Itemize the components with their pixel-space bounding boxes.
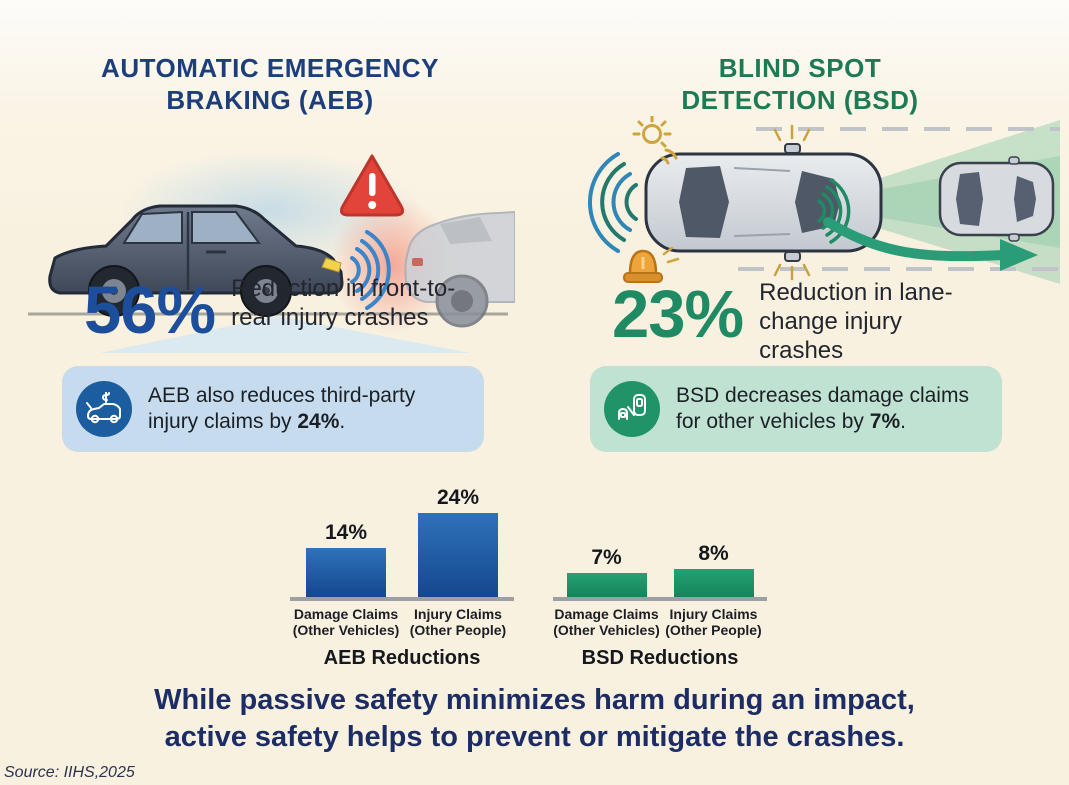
- bar-value-label: 7%: [591, 545, 622, 569]
- bar-value-label: 14%: [324, 521, 368, 544]
- bsd-chart-labels: Damage Claims (Other Vehicles) Injury Clai…: [553, 606, 767, 638]
- bsd-title-line1: BLIND SPOT: [718, 53, 882, 83]
- aeb-illustration: [28, 150, 515, 353]
- bar-column-0: 7%: [566, 545, 647, 597]
- aeb-bar-chart: 14% 24% Damage Claims (Other Vehicles) Inju…: [290, 485, 514, 670]
- bsd-stat: 23% Reduction in lane-change injury cras…: [612, 276, 989, 365]
- aeb-stat-value: 56%: [84, 273, 216, 348]
- aeb-chart-title: AEB Reductions: [323, 647, 481, 669]
- warning-triangle-icon: [340, 154, 404, 217]
- alert-beacon-icon: [623, 246, 680, 283]
- sparkle-icon: [773, 124, 811, 281]
- bar: [418, 513, 498, 597]
- aeb-stat-desc: Reduction in front-to-rear injury crashe…: [231, 275, 456, 331]
- ego-car-top: [644, 143, 883, 262]
- bsd-illustration: [588, 116, 1060, 284]
- lead-car: [404, 210, 515, 328]
- aeb-chart-bars: 14% 24%: [290, 485, 514, 601]
- blindspot-waves-icon: [817, 178, 851, 244]
- bsd-title-line2: DETECTION (BSD): [681, 85, 919, 115]
- category-label: Damage Claims (Other Vehicles): [553, 606, 660, 638]
- category-label: Injury Claims (Other People): [409, 606, 507, 638]
- bsd-chart-title: BSD Reductions: [581, 647, 739, 669]
- light-cone: [100, 316, 470, 353]
- aeb-title-line2: BRAKING (AEB): [166, 85, 374, 115]
- footer-line1: While passive safety minimizes harm duri…: [154, 684, 915, 716]
- bsd-callout-prefix: BSD decreases damage claims for other ve…: [676, 384, 969, 433]
- left-sensor-waves-icon: [588, 152, 638, 253]
- gear-icon: [632, 116, 678, 165]
- bar: [306, 548, 386, 597]
- bar-value-label: 24%: [436, 486, 480, 509]
- car-dollar-icon: [76, 381, 132, 437]
- aeb-title-line1: AUTOMATIC EMERGENCY: [101, 53, 439, 83]
- bsd-callout: BSD decreases damage claims for other ve…: [590, 366, 1002, 452]
- lane-change-arrow-icon: [823, 217, 1038, 271]
- aeb-callout: AEB also reduces third-party injury clai…: [62, 366, 484, 452]
- aeb-callout-suffix: .: [339, 410, 346, 433]
- footer-message: While passive safety minimizes harm duri…: [0, 682, 1069, 756]
- aeb-chart-labels: Damage Claims (Other Vehicles) Injury Clai…: [290, 606, 514, 638]
- bar-column-1: 24%: [418, 486, 498, 597]
- bar: [673, 569, 754, 597]
- bsd-callout-text: BSD decreases damage claims for other ve…: [676, 383, 988, 435]
- bsd-callout-suffix: .: [900, 410, 906, 433]
- bsd-chart-bars: 7% 8%: [553, 485, 767, 601]
- aeb-callout-bold: 24%: [297, 410, 340, 433]
- bsd-stat-desc: Reduction in lane-change injury crashes: [759, 279, 953, 364]
- category-label: Injury Claims (Other People): [665, 606, 762, 638]
- detection-cone: [800, 120, 1060, 284]
- bsd-bar-chart: 7% 8% Damage Claims (Other Vehicles) Injury…: [553, 485, 767, 670]
- bar-column-0: 14%: [306, 521, 386, 597]
- ego-car: [48, 204, 344, 317]
- aeb-callout-prefix: AEB also reduces third-party injury clai…: [148, 384, 416, 433]
- bsd-title: BLIND SPOT DETECTION (BSD): [590, 52, 1010, 116]
- aeb-callout-text: AEB also reduces third-party injury clai…: [148, 383, 470, 435]
- radar-waves-icon: [350, 230, 391, 310]
- category-label: Damage Claims (Other Vehicles): [292, 606, 400, 638]
- source-note: Source: IIHS,2025: [4, 764, 135, 781]
- bar: [566, 572, 647, 597]
- bsd-stat-value: 23%: [612, 277, 744, 352]
- bar-column-1: 8%: [673, 542, 754, 597]
- bar-value-label: 8%: [698, 542, 729, 565]
- blind-spot-icon: [604, 381, 660, 437]
- bsd-callout-bold: 7%: [869, 410, 901, 433]
- footer-line2: active safety helps to prevent or mitiga…: [164, 721, 905, 753]
- other-car-top: [938, 156, 1055, 242]
- aeb-title: AUTOMATIC EMERGENCY BRAKING (AEB): [0, 52, 540, 116]
- aeb-stat: 56% Reduction in front-to-rear injury cr…: [84, 272, 461, 350]
